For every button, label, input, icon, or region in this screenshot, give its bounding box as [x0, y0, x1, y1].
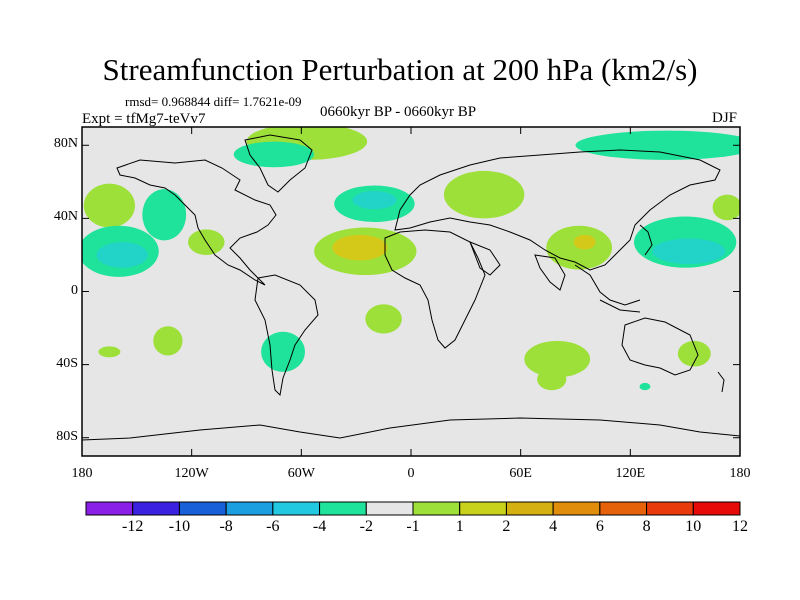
colorbar-swatch-4 — [272, 501, 321, 516]
colorbar-label: 1 — [455, 518, 464, 535]
coastlines — [82, 134, 740, 441]
anomaly-region-3 — [142, 189, 187, 241]
experiment-label: Expt = tfMg7-teVv7 — [82, 111, 206, 127]
axis-ticks — [81, 127, 741, 456]
colorbar-label: -12 — [122, 518, 144, 535]
colorbar-label: 10 — [685, 518, 702, 535]
anomaly-region-7 — [261, 331, 305, 372]
colorbar-label: -4 — [312, 518, 327, 535]
anomaly-region-23 — [712, 194, 740, 221]
colorbar-swatch-2 — [178, 501, 227, 516]
colorbar-label: -2 — [359, 518, 373, 535]
anomaly-region-21 — [652, 238, 726, 265]
colorbar-swatch-12 — [646, 501, 694, 516]
colorbar-swatch-3 — [225, 501, 274, 516]
colorbar-swatch-0 — [85, 501, 134, 516]
colorbar-swatch-8 — [459, 501, 507, 516]
colorbar-label: -6 — [266, 518, 280, 535]
colorbar-swatch-5 — [319, 501, 367, 516]
lon-tick-label: 0 — [407, 466, 415, 481]
anomaly-region-18 — [524, 340, 591, 378]
colorbar-label: -10 — [168, 518, 191, 535]
colorbar-swatch-9 — [505, 501, 554, 516]
anomaly-region-13 — [332, 234, 388, 261]
lat-tick-label: 80N — [53, 136, 78, 152]
anomaly-region-9 — [233, 141, 315, 168]
anomaly-region-22 — [575, 130, 740, 160]
colorbar-label: 12 — [732, 518, 748, 535]
period-label: 0660kyr BP - 0660kyr BP — [320, 104, 477, 120]
plot-title: Streamfunction Perturbation at 200 hPa (… — [102, 52, 698, 87]
anomaly-region-24 — [677, 340, 711, 367]
colorbar-label: 6 — [595, 518, 604, 535]
colorbar-swatch-7 — [412, 501, 461, 516]
colorbar-label: 4 — [549, 518, 558, 535]
anomaly-region-0 — [83, 183, 136, 228]
lon-tick-label: 120W — [174, 466, 209, 481]
lon-tick-label: 60E — [509, 466, 532, 481]
anomaly-region-6 — [98, 346, 121, 358]
lon-tick-label: 180 — [71, 466, 93, 481]
lat-tick-label: 40S — [56, 355, 78, 371]
lon-tick-label: 120E — [615, 466, 646, 481]
anomaly-region-15 — [443, 170, 525, 219]
colorbar-label: 2 — [502, 518, 511, 535]
anomaly-region-2 — [96, 242, 148, 268]
colorbar-swatch-10 — [552, 501, 601, 516]
anomaly-region-14 — [365, 304, 402, 334]
anomaly-region-11 — [352, 190, 397, 210]
lon-tick-label: 60W — [287, 466, 315, 481]
colorbar — [85, 501, 741, 516]
lon-tick-label: 180 — [729, 466, 751, 481]
colorbar-swatch-13 — [692, 501, 741, 516]
colorbar-swatch-11 — [599, 501, 648, 516]
colorbar-label: -8 — [219, 518, 233, 535]
lat-tick-label: 40N — [53, 209, 78, 225]
lat-tick-label: 0 — [71, 282, 78, 298]
colorbar-swatch-1 — [132, 501, 180, 516]
stats-line: rmsd= 0.968844 diff= 1.7621e-09 — [125, 94, 302, 109]
season-label: DJF — [712, 110, 738, 126]
anomaly-field — [82, 127, 740, 391]
anomaly-region-17 — [573, 234, 596, 250]
lat-tick-label: 80S — [56, 428, 78, 444]
anomaly-region-25 — [639, 382, 651, 391]
colorbar-label: 8 — [642, 518, 651, 535]
colorbar-swatch-6 — [365, 501, 414, 516]
map-background — [82, 127, 740, 456]
colorbar-label: -1 — [406, 518, 420, 535]
anomaly-region-5 — [153, 326, 183, 356]
anomaly-region-19 — [537, 368, 567, 391]
